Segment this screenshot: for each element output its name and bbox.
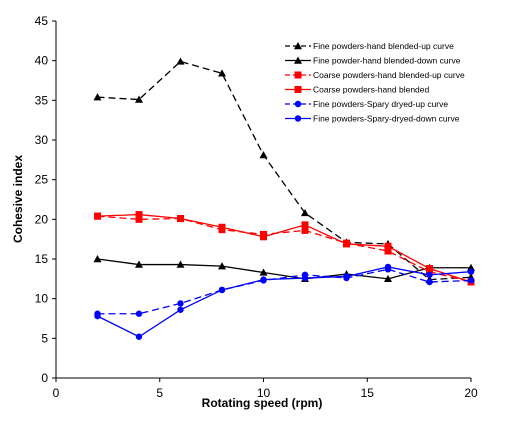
data-point	[218, 286, 226, 294]
data-point	[94, 312, 101, 320]
y-tick-label: 15	[35, 252, 49, 266]
data-point	[135, 211, 143, 219]
legend-item: Coarse powders-hand blended-up curve	[285, 70, 465, 80]
legend-label: Fine powders-Spary dryed-up curve	[313, 99, 448, 109]
x-tick-label: 5	[156, 386, 163, 400]
data-point	[301, 221, 309, 229]
data-point	[259, 151, 268, 159]
data-point	[301, 226, 309, 234]
legend-label: Fine powder-hand blended-down curve	[313, 56, 461, 66]
series-line	[97, 213, 472, 283]
series-line	[97, 268, 472, 315]
data-point	[94, 212, 101, 220]
x-tick-label: 10	[257, 386, 271, 400]
data-point	[467, 277, 475, 284]
legend: Fine powders-hand blended-up curve Fine p…	[285, 41, 465, 124]
legend-item: Fine powders-Spary-dryed-down curve	[285, 114, 460, 124]
data-point	[218, 223, 226, 231]
y-tick-label: 5	[41, 331, 48, 345]
data-point	[301, 274, 309, 282]
data-point	[176, 260, 185, 268]
data-point	[93, 255, 102, 263]
legend-item: Fine powder-hand blended-down curve	[285, 56, 461, 66]
data-point	[467, 268, 475, 275]
y-axis-title: Cohesive index	[11, 155, 25, 243]
data-point	[343, 240, 350, 248]
data-point	[93, 93, 102, 101]
data-point	[177, 306, 184, 313]
data-point	[218, 69, 226, 77]
legend-label: Fine powders-Spary-dryed-down curve	[313, 114, 460, 124]
y-tick-label: 30	[35, 133, 49, 147]
series-6	[94, 263, 475, 340]
data-point	[467, 263, 475, 271]
x-tick-label: 0	[53, 386, 60, 400]
data-point	[135, 310, 143, 317]
y-tick-label: 40	[35, 54, 49, 68]
legend-marker	[294, 42, 302, 50]
x-axis-title: Rotating speed (rpm)	[202, 396, 323, 410]
x-tick-label: 20	[464, 386, 478, 400]
data-point	[426, 265, 433, 273]
y-tick-label: 10	[35, 292, 49, 306]
legend-marker	[294, 71, 302, 79]
y-tick-label: 25	[35, 173, 49, 187]
data-point	[135, 215, 143, 223]
data-point	[384, 247, 392, 255]
series-line	[97, 60, 472, 281]
series-3	[94, 212, 475, 286]
series-line	[97, 266, 472, 338]
axes: 0 5 10 15 20 25 30 35 40 45 0 5 10 15 20	[35, 14, 478, 400]
data-point	[384, 242, 392, 250]
legend-marker	[294, 56, 302, 64]
series-layer	[93, 57, 475, 340]
series-4	[94, 211, 475, 286]
legend-marker	[294, 115, 302, 122]
series-line	[97, 258, 471, 280]
data-point	[176, 57, 185, 65]
legend-item: Coarse powders-hand blended	[285, 85, 430, 95]
legend-label: Fine powders-hand blended-up curve	[313, 41, 454, 51]
data-point	[343, 273, 350, 280]
data-point	[426, 278, 433, 286]
series-5	[94, 266, 475, 317]
legend-label: Coarse powders-hand blended-up curve	[313, 70, 465, 80]
data-point	[135, 95, 143, 103]
data-point	[135, 333, 143, 340]
data-point	[135, 260, 143, 268]
data-point	[384, 263, 392, 271]
legend-marker	[294, 100, 302, 108]
x-tick-label: 15	[361, 386, 375, 400]
data-point	[177, 300, 184, 307]
legend-marker	[294, 86, 302, 93]
data-point	[426, 271, 433, 279]
y-tick-label: 45	[35, 14, 49, 28]
y-tick-label: 20	[35, 212, 49, 226]
data-point	[301, 208, 309, 217]
data-point	[260, 276, 267, 283]
legend-item: Fine powders-hand blended-up curve	[285, 41, 454, 51]
series-line	[97, 215, 472, 283]
y-tick-label: 35	[35, 93, 49, 107]
data-point	[177, 215, 184, 223]
legend-label: Coarse powders-hand blended	[313, 85, 430, 95]
data-point	[384, 274, 392, 283]
legend-item: Fine powders-Spary dryed-up curve	[285, 99, 448, 109]
y-tick-label: 0	[41, 371, 48, 385]
data-point	[260, 233, 267, 241]
data-point	[218, 262, 226, 270]
data-point	[259, 268, 268, 276]
